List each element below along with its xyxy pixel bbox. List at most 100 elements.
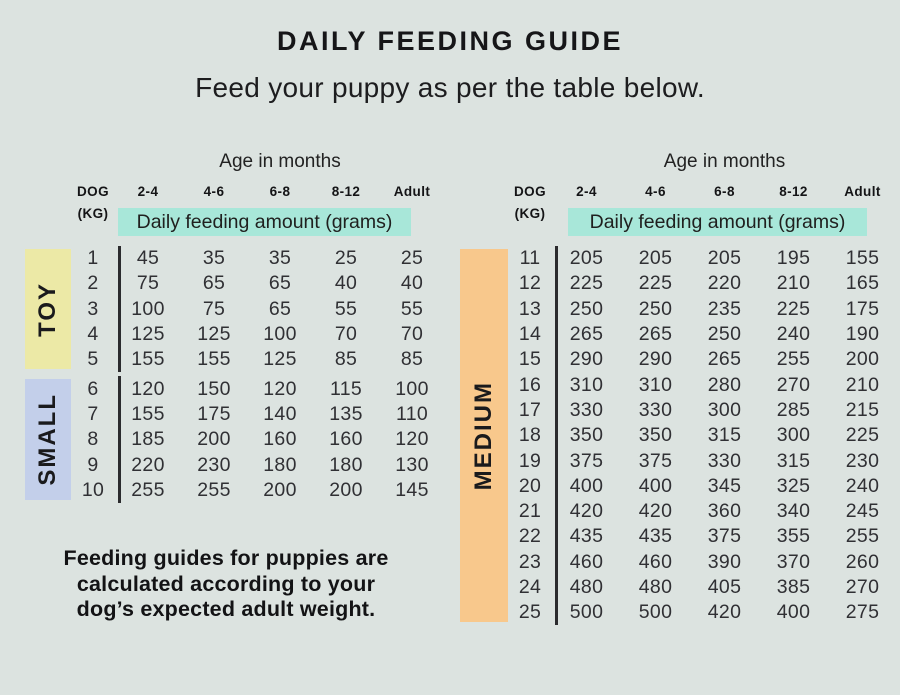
amount-cell: 25 [334,247,358,270]
feeding-table-medium: Age in months DOG 2-4 4-6 6-8 8-12 Adult… [460,150,897,629]
amount-cell: 40 [334,272,358,295]
amount-cell: 180 [263,453,297,476]
kg-cell: 2 [87,272,99,295]
amount-cell: 175 [197,402,231,425]
amount-cell: 65 [268,297,292,320]
amount-cell: 160 [263,428,297,451]
kg-cell: 10 [81,478,105,501]
kg-cell: 19 [518,449,542,472]
amount-cell: 420 [638,500,673,523]
column-header-row: DOG 2-4 4-6 6-8 8-12 Adult [25,176,445,206]
table-row: 2 75 65 65 40 40 [25,271,445,296]
amount-cell: 200 [329,478,363,501]
kg-cell: 25 [518,601,542,624]
table-body-medium: MEDIUM 11 205 205 205 195 155 12 225 225 220 210 165… [460,246,897,626]
kg-cell: 24 [518,576,542,598]
amount-cell: 315 [776,449,811,472]
table-row: 6 120 150 120 115 100 [25,376,445,401]
kg-column-label: (KG) [77,206,109,221]
amount-cell: 255 [845,525,880,548]
table-body-toy-small: TOY 1 45 35 35 25 25 2 75 65 65 40 40 3 100 75 65 55 55 4 12… [25,246,445,503]
kg-cell: 9 [87,453,99,476]
amount-cell: 375 [707,525,742,548]
amount-cell: 55 [400,297,424,320]
amount-cell: 315 [707,424,742,447]
amount-cell: 225 [638,272,673,295]
size-group-toy: TOY 1 45 35 35 25 25 2 75 65 65 40 40 3 100 75 65 55 55 4 12… [25,246,445,373]
amount-cell: 200 [845,348,880,371]
age-column-label: 4-6 [203,183,225,199]
amount-cell: 500 [569,601,604,624]
amount-cell: 280 [707,373,742,396]
amount-cell: 500 [638,601,673,624]
amount-cell: 180 [329,453,363,476]
amount-cell: 145 [395,478,429,501]
amount-cell: 100 [395,377,429,400]
amount-cell: 350 [569,424,604,447]
table-row: 12 225 225 220 210 165 [460,271,897,296]
amount-cell: 100 [131,297,165,320]
amount-cell: 150 [197,377,231,400]
amount-cell: 155 [845,247,880,270]
kg-cell: 1 [87,247,99,270]
amount-cell: 185 [131,428,165,451]
amount-cell: 350 [638,424,673,447]
amount-cell: 375 [569,449,604,472]
amount-cell: 140 [263,402,297,425]
amount-cell: 35 [202,247,226,270]
amount-cell: 75 [202,297,226,320]
footer-note-line: dog’s expected adult weight. [76,597,376,622]
table-row: 1 45 35 35 25 25 [25,246,445,271]
table-row: 5 155 155 125 85 85 [25,347,445,372]
amount-cell: 230 [845,449,880,472]
kg-cell: 15 [518,348,542,371]
table-row: 19 375 375 330 315 230 [460,448,897,473]
dog-column-label: DOG [514,183,546,199]
age-column-label: 2-4 [576,183,597,199]
size-strip-toy: TOY [25,249,71,370]
table-row: 7 155 175 140 135 110 [25,402,445,427]
amount-cell: 460 [638,550,673,573]
kg-cell: 16 [518,373,542,396]
amount-cell: 355 [776,525,811,548]
amount-cell: 240 [776,323,811,346]
amount-cell: 160 [329,428,363,451]
amount-cell: 195 [776,247,811,270]
size-strip-label: SMALL [34,393,61,487]
amount-cell: 85 [334,348,358,371]
size-group-medium: MEDIUM 11 205 205 205 195 155 12 225 225 220 210 165… [460,246,897,626]
page-subtitle: Feed your puppy as per the table below. [195,72,705,103]
amount-cell: 125 [197,323,231,346]
amount-cell: 45 [136,247,160,270]
table-row: 15 290 290 265 255 200 [460,347,897,372]
table-row: 23 460 460 390 370 260 [460,550,897,575]
amount-cell: 165 [845,272,880,295]
amount-cell: 155 [131,348,165,371]
kg-cell: 22 [518,525,542,548]
amount-cell: 120 [263,377,297,400]
table-row: 8 185 200 160 160 120 [25,427,445,452]
size-strip-medium: MEDIUM [460,249,508,623]
divider-line [118,376,121,503]
amount-cell: 400 [569,474,604,497]
table-row: 9 220 230 180 180 130 [25,452,445,477]
amount-cell: 85 [400,348,424,371]
footer-note-line: Feeding guides for puppies are [63,546,389,570]
amount-cell: 290 [569,348,604,371]
table-row: 10 255 255 200 200 145 [25,478,445,503]
age-column-label: 6-8 [714,183,735,199]
amount-cell: 215 [845,398,880,421]
age-in-months-heading: Age in months [219,151,341,172]
amount-cell: 70 [334,323,358,346]
amount-cell: 155 [197,348,231,371]
amount-cell: 65 [202,272,226,295]
kg-cell: 5 [87,348,99,371]
table-row: 16 310 310 280 270 210 [460,372,897,397]
amount-cell: 55 [334,297,358,320]
amount-cell: 300 [776,424,811,447]
amount-cell: 480 [569,576,604,598]
amount-cell: 275 [845,601,880,624]
amount-cell: 265 [707,348,742,371]
age-column-label: 2-4 [137,183,159,199]
